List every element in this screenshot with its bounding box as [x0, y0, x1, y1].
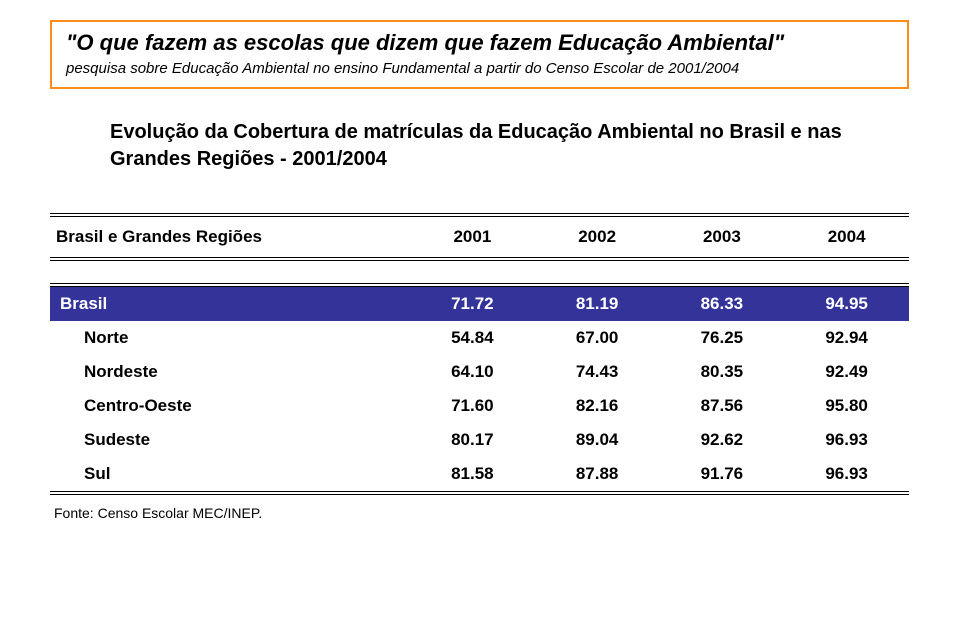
row-label: Centro-Oeste	[50, 396, 410, 416]
row-value: 87.56	[660, 396, 785, 416]
row-value: 92.94	[784, 328, 909, 348]
row-value: 81.19	[535, 294, 660, 314]
table-row: Sul 81.58 87.88 91.76 96.93	[50, 457, 909, 491]
title-sub: pesquisa sobre Educação Ambiental no ens…	[66, 60, 893, 77]
row-value: 82.16	[535, 396, 660, 416]
source-note: Fonte: Censo Escolar MEC/INEP.	[50, 505, 909, 521]
table-row: Nordeste 64.10 74.43 80.35 92.49	[50, 355, 909, 389]
row-value: 94.95	[784, 294, 909, 314]
row-value: 81.58	[410, 464, 535, 484]
row-value: 95.80	[784, 396, 909, 416]
title-main: "O que fazem as escolas que dizem que fa…	[66, 30, 893, 56]
header-label: Brasil e Grandes Regiões	[50, 227, 410, 247]
table-row: Sudeste 80.17 89.04 92.62 96.93	[50, 423, 909, 457]
table-bottom-rule	[50, 491, 909, 495]
section-heading: Evolução da Cobertura de matrículas da E…	[110, 119, 909, 173]
header-year: 2003	[660, 227, 785, 247]
row-value: 96.93	[784, 464, 909, 484]
header-year: 2004	[784, 227, 909, 247]
table-row-brasil: Brasil 71.72 81.19 86.33 94.95	[50, 287, 909, 321]
table-spacer	[50, 261, 909, 287]
header-year: 2001	[410, 227, 535, 247]
row-value: 87.88	[535, 464, 660, 484]
table-row: Centro-Oeste 71.60 82.16 87.56 95.80	[50, 389, 909, 423]
row-value: 71.60	[410, 396, 535, 416]
row-label: Sudeste	[50, 430, 410, 450]
coverage-table: Brasil e Grandes Regiões 2001 2002 2003 …	[50, 213, 909, 495]
row-label: Brasil	[50, 294, 410, 314]
row-label: Nordeste	[50, 362, 410, 382]
row-value: 80.35	[660, 362, 785, 382]
row-value: 71.72	[410, 294, 535, 314]
table-row: Norte 54.84 67.00 76.25 92.94	[50, 321, 909, 355]
row-value: 96.93	[784, 430, 909, 450]
row-label: Norte	[50, 328, 410, 348]
row-value: 67.00	[535, 328, 660, 348]
row-value: 92.62	[660, 430, 785, 450]
row-value: 92.49	[784, 362, 909, 382]
row-value: 80.17	[410, 430, 535, 450]
row-value: 64.10	[410, 362, 535, 382]
header-year: 2002	[535, 227, 660, 247]
row-value: 91.76	[660, 464, 785, 484]
row-value: 86.33	[660, 294, 785, 314]
table-header-row: Brasil e Grandes Regiões 2001 2002 2003 …	[50, 213, 909, 261]
row-value: 89.04	[535, 430, 660, 450]
row-value: 74.43	[535, 362, 660, 382]
row-value: 76.25	[660, 328, 785, 348]
row-value: 54.84	[410, 328, 535, 348]
title-box: "O que fazem as escolas que dizem que fa…	[50, 20, 909, 89]
row-label: Sul	[50, 464, 410, 484]
